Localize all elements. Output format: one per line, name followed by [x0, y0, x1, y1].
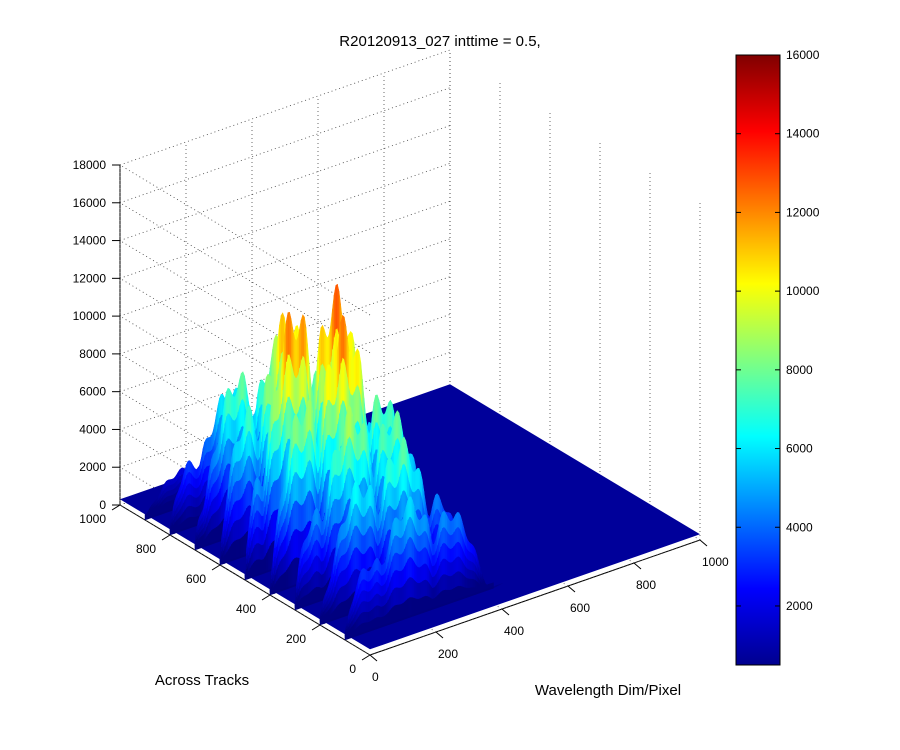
colorbar-tick-label: 14000: [786, 127, 820, 141]
y-axis-label: Across Tracks: [155, 672, 249, 689]
x-axis-ticks: 0 200 400 600 800 1000: [369, 539, 729, 684]
y-tick-label: 800: [136, 542, 156, 556]
z-tick-label: 18000: [73, 158, 107, 172]
x-tick-label: 600: [570, 601, 590, 615]
z-tick-label: 10000: [73, 309, 107, 323]
colorbar-tick-label: 4000: [786, 520, 813, 534]
y-tick-label: 600: [186, 572, 206, 586]
z-tick-label: 12000: [73, 271, 107, 285]
colorbar-tick-label: 8000: [786, 363, 813, 377]
z-tick-label: 4000: [79, 422, 106, 436]
z-tick-label: 6000: [79, 385, 106, 399]
colorbar: [735, 54, 781, 666]
colorbar-ticks: 2000 4000 6000 8000 10000 12000 14000 16000: [736, 48, 820, 613]
z-tick-label: 2000: [79, 460, 106, 474]
surface-mesh: [144, 283, 504, 641]
x-tick-label: 400: [504, 624, 524, 638]
z-tick-label: 14000: [73, 234, 107, 248]
x-tick-label: 0: [372, 670, 379, 684]
colorbar-tick-label: 10000: [786, 284, 820, 298]
x-tick-label: 200: [438, 647, 458, 661]
colorbar-tick-label: 16000: [786, 48, 820, 62]
z-tick-label: 16000: [73, 196, 107, 210]
x-axis-label: Wavelength Dim/Pixel: [535, 682, 681, 699]
colorbar-tick-label: 12000: [786, 205, 820, 219]
colorbar-tick-label: 6000: [786, 442, 813, 456]
colorbar-tick-label: 2000: [786, 599, 813, 613]
z-tick-label: 8000: [79, 347, 106, 361]
chart-title: R20120913_027 inttime = 0.5,: [339, 33, 540, 50]
y-tick-label: 400: [236, 602, 256, 616]
z-tick-label: 0: [99, 498, 106, 512]
y-tick-label: 0: [349, 662, 356, 676]
surface-section: [344, 496, 504, 641]
z-axis-ticks: 0 2000 4000 6000 8000 10000 12000 14000 16000 180…: [73, 158, 120, 512]
x-tick-label: 1000: [702, 555, 729, 569]
y-tick-label: 200: [286, 632, 306, 646]
y-axis-ticks: 0 200 400 600 800 1000: [79, 504, 371, 676]
y-tick-label: 1000: [79, 512, 106, 526]
x-tick-label: 800: [636, 578, 656, 592]
